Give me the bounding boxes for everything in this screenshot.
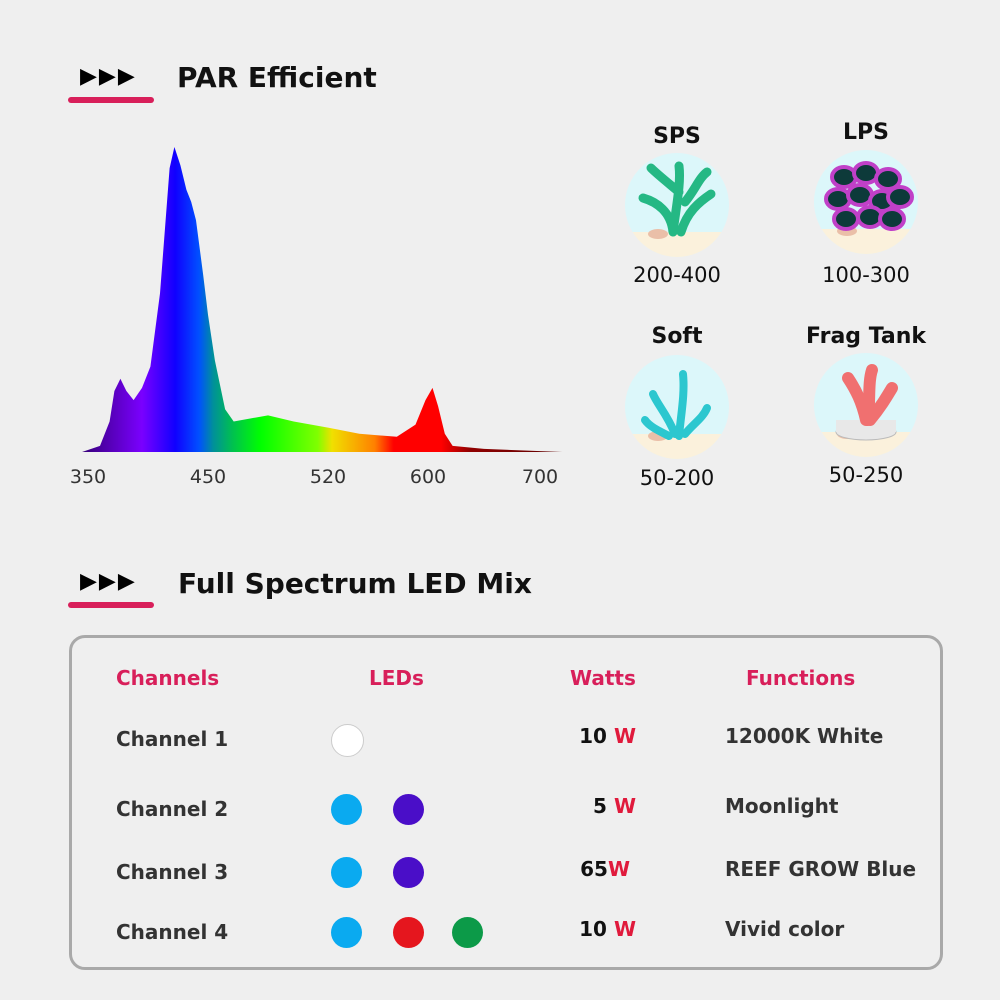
watts-unit: W <box>613 917 636 941</box>
coral-type-label: SPS <box>653 124 701 149</box>
header-functions: Functions <box>746 666 856 690</box>
watts-number: 5 <box>593 794 607 818</box>
channel-name: Channel 4 <box>116 920 229 944</box>
led-color-dot <box>331 724 364 757</box>
section-title-par: PAR Efficient <box>177 61 377 94</box>
par-range-value: 50-250 <box>828 463 904 487</box>
x-tick-label: 350 <box>69 466 107 488</box>
led-color-dot <box>393 857 424 888</box>
spectrum-chart <box>82 147 563 452</box>
header-watts: Watts <box>570 666 636 690</box>
watts-unit: W <box>613 794 636 818</box>
spectrum-curve <box>82 147 563 452</box>
led-color-dot <box>452 917 483 948</box>
channel-name: Channel 1 <box>116 727 229 751</box>
lps-coral-icon <box>814 150 918 254</box>
channel-name: Channel 3 <box>116 860 229 884</box>
watts-value: 65W <box>510 857 630 881</box>
par-range-value: 50-200 <box>639 466 715 490</box>
channel-name: Channel 2 <box>116 797 229 821</box>
par-range-value: 100-300 <box>822 263 910 287</box>
function-label: Vivid color <box>725 917 845 941</box>
soft-coral-icon <box>625 355 729 459</box>
coral-type-label: Soft <box>651 324 703 349</box>
heading-underline <box>68 602 154 608</box>
sps-coral-icon <box>625 153 729 257</box>
led-color-dot <box>331 794 362 825</box>
section-title-led-mix: Full Spectrum LED Mix <box>178 567 532 600</box>
led-mix-table <box>69 635 943 970</box>
header-channels: Channels <box>116 666 220 690</box>
x-tick-label: 520 <box>309 466 347 488</box>
function-label: REEF GROW Blue <box>725 857 917 881</box>
watts-number: 65 <box>580 857 608 881</box>
watts-number: 10 <box>579 917 607 941</box>
function-label: Moonlight <box>725 794 839 818</box>
led-color-dot <box>331 917 362 948</box>
arrows-icon: ▶▶▶ <box>80 64 137 89</box>
watts-number: 10 <box>579 724 607 748</box>
heading-underline <box>68 97 154 103</box>
watts-unit: W <box>607 857 630 881</box>
header-leds: LEDs <box>369 666 424 690</box>
watts-value: 5 W <box>516 794 636 818</box>
coral-type-label: LPS <box>843 120 889 145</box>
coral-type-label: Frag Tank <box>805 324 927 349</box>
led-color-dot <box>331 857 362 888</box>
par-range-value: 200-400 <box>633 263 721 287</box>
watts-unit: W <box>613 724 636 748</box>
watts-value: 10 W <box>516 917 636 941</box>
led-color-dot <box>393 917 424 948</box>
led-color-dot <box>393 794 424 825</box>
watts-value: 10 W <box>516 724 636 748</box>
x-tick-label: 450 <box>189 466 227 488</box>
x-tick-label: 700 <box>521 466 559 488</box>
x-tick-label: 600 <box>409 466 447 488</box>
frag-tank-coral-icon <box>814 353 918 457</box>
function-label: 12000K White <box>725 724 884 748</box>
arrows-icon: ▶▶▶ <box>80 569 137 594</box>
